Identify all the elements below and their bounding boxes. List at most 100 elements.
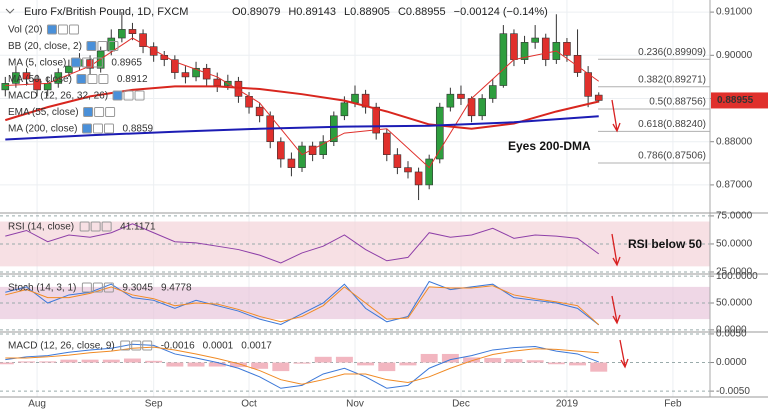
candle-body xyxy=(584,72,592,97)
y-tick-label: 0.88000 xyxy=(716,136,753,147)
legend-icon xyxy=(98,74,109,84)
legend-icon xyxy=(92,282,103,293)
candle-body xyxy=(351,93,359,104)
indicator-label: MA (5, close) xyxy=(8,58,66,69)
candle-body xyxy=(435,106,444,160)
indicator-label: BB (20, close, 2) xyxy=(8,41,82,52)
candle-body xyxy=(520,42,529,60)
histogram-bar xyxy=(505,359,523,363)
legend-icon xyxy=(92,57,103,68)
ma-line xyxy=(5,115,599,141)
candle-body xyxy=(1,83,10,91)
legend-icon xyxy=(101,221,112,232)
candle-body xyxy=(128,29,137,34)
legend-icon xyxy=(81,57,92,68)
y-tick-label: 50.0000 xyxy=(716,239,753,250)
histogram-bar xyxy=(399,362,417,366)
candle-body xyxy=(382,132,391,155)
ohlc-value: C0.88955 xyxy=(398,6,446,18)
indicator-line xyxy=(5,223,600,264)
legend-icon xyxy=(105,107,116,117)
histogram-bar xyxy=(357,362,375,366)
candle-body xyxy=(414,171,423,186)
candle-body xyxy=(181,72,190,78)
candle-body xyxy=(202,67,211,80)
indicator-title: MACD (12, 26, close, 9) xyxy=(8,341,115,352)
legend-value: 0.8912 xyxy=(117,74,148,85)
legend-icon xyxy=(131,340,142,351)
candle-body xyxy=(446,93,455,108)
legend-value: 0.0017 xyxy=(241,341,272,352)
ohlc-value: H0.89143 xyxy=(288,6,336,18)
histogram-bar xyxy=(208,362,226,367)
candle-body xyxy=(319,141,328,155)
ohlc-legend: O0.89079 H0.89143 L0.88905 C0.88955 −0.00124… xyxy=(232,6,548,18)
candle-body xyxy=(12,72,20,84)
candle-body xyxy=(149,46,158,56)
arrow xyxy=(611,99,621,133)
histogram-bar xyxy=(187,362,205,367)
grid-layer xyxy=(0,0,714,397)
legend-value: 9.3045 xyxy=(122,283,153,294)
histogram-bar xyxy=(569,362,587,366)
histogram-bar xyxy=(102,359,120,363)
fib-label: 0.5(0.88756) xyxy=(649,97,706,108)
indicator-label: Vol (20) xyxy=(8,25,42,36)
arrow xyxy=(611,295,621,325)
histogram-bar xyxy=(0,362,14,365)
collapse-icon[interactable] xyxy=(5,8,15,14)
candle-body xyxy=(213,78,222,86)
x-tick-label: Aug xyxy=(28,399,46,410)
candle-body xyxy=(255,106,264,117)
legend-value: 0.0001 xyxy=(203,341,234,352)
indicator-label: MA (50, close) xyxy=(8,74,72,85)
histogram-bar xyxy=(60,359,78,363)
histogram-bar xyxy=(590,362,608,372)
histogram-bar xyxy=(441,353,459,363)
y-tick-label: 0.0000 xyxy=(716,357,747,368)
legend-icon xyxy=(70,57,81,68)
candle-body xyxy=(467,98,476,117)
histogram-bar xyxy=(378,362,396,372)
ohlc-value: O0.89079 xyxy=(232,6,280,18)
histogram-bar xyxy=(293,362,311,364)
candle-body xyxy=(192,67,200,78)
indicator-label: MA (200, close) xyxy=(8,124,77,135)
candle-body xyxy=(298,145,306,168)
ma-line xyxy=(5,85,599,130)
x-tick-label: Dec xyxy=(452,399,470,410)
y-tick-label: 0.91000 xyxy=(716,7,753,18)
legend-value: 0.8965 xyxy=(111,58,142,69)
ma-line xyxy=(5,37,600,169)
legend-icon xyxy=(81,282,92,293)
annotation: Eyes 200-DMA xyxy=(508,139,591,153)
histogram-bar xyxy=(251,362,269,369)
arrows xyxy=(611,99,629,369)
legend-icon xyxy=(97,41,108,51)
legend-icon xyxy=(103,282,114,293)
histogram-bar xyxy=(229,362,247,368)
candle-body xyxy=(340,102,349,117)
marks-layer xyxy=(0,12,710,389)
candle-body xyxy=(478,98,486,117)
histogram-bar xyxy=(39,361,57,363)
legend-icon xyxy=(123,90,134,101)
y-tick-label: 100.0000 xyxy=(716,271,758,282)
symbol-title: Euro Fx/British Pound, 1D, FXCM xyxy=(24,6,188,18)
candle-body xyxy=(277,141,285,160)
histogram-bar xyxy=(123,358,141,363)
fib-label: 0.786(0.87506) xyxy=(638,151,706,162)
y-tick-label: 25.0000 xyxy=(716,267,753,278)
candle-body xyxy=(171,59,179,73)
histogram-bar xyxy=(166,362,184,367)
candle-body xyxy=(531,37,539,43)
candle-body xyxy=(541,37,550,60)
histogram-bar xyxy=(18,361,35,363)
candle-body xyxy=(457,93,465,99)
legend-icon xyxy=(87,74,98,84)
ohlc-value: L0.88905 xyxy=(344,6,390,18)
y-tick-label: 0.87000 xyxy=(716,180,753,191)
legend-value: 9.4778 xyxy=(161,283,192,294)
